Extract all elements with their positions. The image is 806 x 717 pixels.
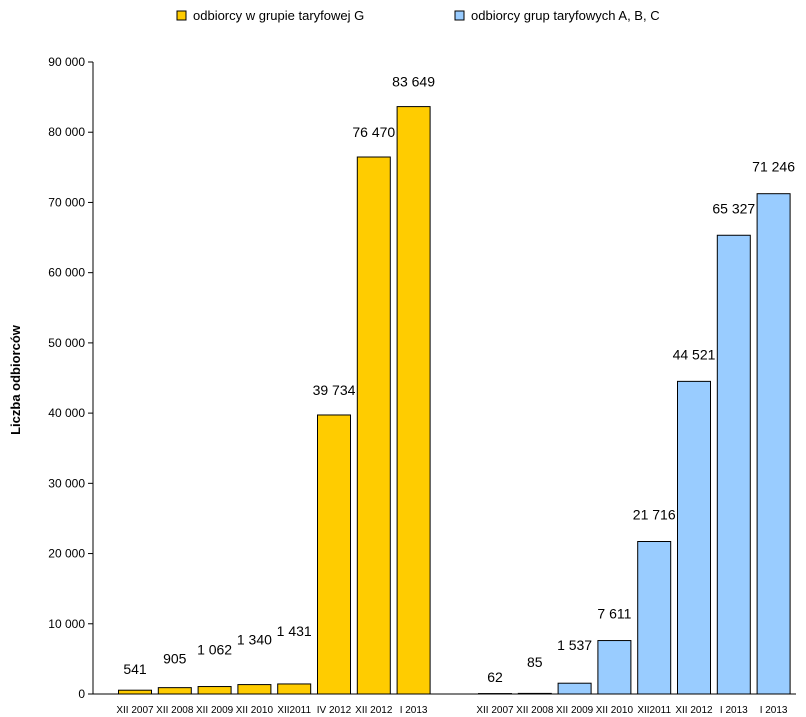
category-label: XII 2009 (196, 705, 234, 716)
bar (197, 686, 232, 695)
bars (118, 106, 791, 695)
data-label: 7 611 (597, 606, 631, 622)
bar (756, 193, 791, 695)
category-label: XII 2008 (156, 705, 194, 716)
category-label: XII 2010 (596, 705, 634, 716)
data-label: 71 246 (752, 159, 795, 175)
data-label: 1 062 (197, 642, 232, 658)
data-labels: 541 905 1 062 1 340 1 431 39 734 76 470 83 649 6… (123, 74, 795, 685)
data-label: 1 340 (237, 632, 272, 648)
category-label: XII 2009 (556, 705, 594, 716)
y-tick-label: 20 000 (48, 547, 85, 561)
y-tick-label: 60 000 (48, 266, 85, 280)
y-tick-label: 90 000 (48, 55, 85, 69)
category-label: XII2011 (277, 705, 311, 716)
bar (716, 234, 751, 695)
legend: odbiorcy w grupie taryfowej G odbiorcy gr… (176, 8, 660, 23)
data-label: 905 (163, 651, 187, 667)
legend-swatch (176, 10, 187, 21)
category-label: IV 2012 (317, 705, 352, 716)
data-label: 44 521 (673, 346, 716, 362)
axes: 0 10 000 20 000 30 000 40 000 50 000 60 000 70 … (48, 55, 796, 701)
y-tick-label: 30 000 (48, 476, 85, 490)
bar (517, 692, 552, 695)
data-label: 21 716 (633, 507, 676, 523)
data-label: 85 (527, 654, 543, 670)
category-label: XII 2007 (116, 705, 154, 716)
category-labels: XII 2007 XII 2008 XII 2009 XII 2010 XII2011 I… (116, 705, 788, 716)
y-tick-label: 80 000 (48, 125, 85, 139)
category-label: I 2013 (760, 705, 788, 716)
y-tick-label: 70 000 (48, 195, 85, 209)
category-label: XII 2012 (355, 705, 393, 716)
data-label: 65 327 (712, 200, 755, 216)
legend-swatch (454, 10, 465, 21)
data-label: 83 649 (392, 74, 435, 90)
data-label: 76 470 (352, 124, 395, 140)
bar (118, 689, 152, 695)
bar (277, 683, 312, 695)
bar (597, 640, 632, 695)
bar (356, 156, 391, 695)
category-label: I 2013 (720, 705, 748, 716)
bar (557, 682, 592, 695)
legend-label: odbiorcy grup taryfowych A, B, C (471, 8, 660, 23)
bar (637, 541, 672, 695)
category-label: XII 2012 (675, 705, 713, 716)
legend-label: odbiorcy w grupie taryfowej G (193, 8, 364, 23)
data-label: 1 431 (277, 623, 312, 639)
bar (677, 380, 711, 695)
y-axis-label: Liczba odbiorców (8, 324, 23, 435)
y-tick-label: 40 000 (48, 406, 85, 420)
data-label: 39 734 (313, 382, 356, 398)
data-label: 62 (487, 669, 503, 685)
y-tick-label: 50 000 (48, 336, 85, 350)
data-label: 1 537 (557, 637, 592, 653)
bar (157, 687, 192, 695)
category-label: XII 2007 (476, 705, 514, 716)
category-label: I 2013 (400, 705, 428, 716)
y-tick-label: 0 (78, 687, 85, 701)
y-tick-label: 10 000 (48, 617, 85, 631)
bar (317, 414, 351, 695)
category-label: XII 2010 (236, 705, 274, 716)
data-label: 541 (123, 661, 147, 677)
bar (237, 684, 272, 695)
category-label: XII2011 (637, 705, 671, 716)
bar (396, 106, 431, 695)
category-label: XII 2008 (516, 705, 554, 716)
